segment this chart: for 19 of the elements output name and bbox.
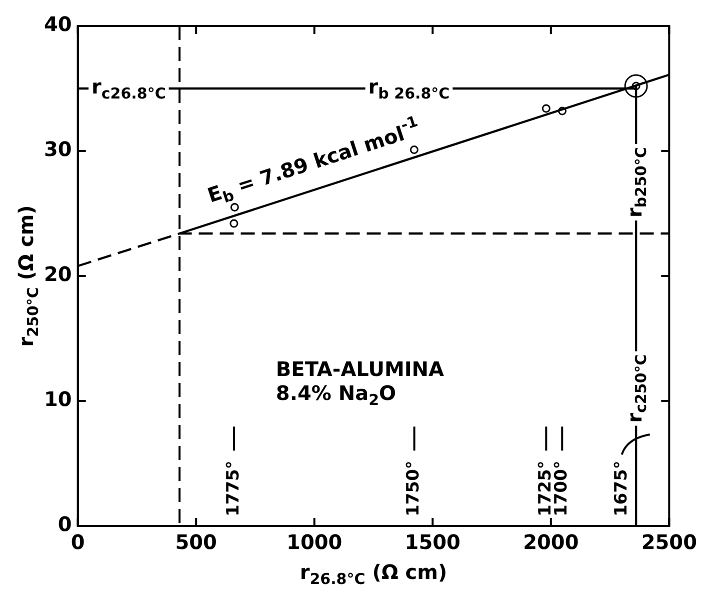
x-tick-label: 2000	[523, 530, 579, 554]
annotation: 1700°	[552, 460, 572, 516]
x-tick-label: 500	[175, 530, 217, 554]
annotation: 1675°	[611, 460, 632, 516]
annotation: 1775°	[223, 460, 244, 516]
y-tick-label: 20	[44, 262, 72, 286]
annotation: Eb = 7.89 kcal mol-1	[204, 112, 420, 208]
x-tick-label: 1500	[404, 530, 460, 554]
y-axis-title: r250°C (Ω cm)	[14, 205, 42, 347]
x-tick-label: 2500	[641, 530, 698, 554]
y-tick-label: 30	[44, 137, 72, 162]
x-tick-label: 1000	[286, 530, 342, 554]
y-tick-label: 10	[44, 387, 72, 412]
annotation: 1750°	[404, 460, 424, 516]
annotation: rc250°C	[622, 354, 650, 423]
annotation: rb250°C	[622, 147, 650, 218]
y-tick-label: 0	[58, 512, 72, 536]
y-tick-label: 40	[44, 12, 72, 36]
annotation: BETA-ALUMINA	[276, 357, 445, 382]
